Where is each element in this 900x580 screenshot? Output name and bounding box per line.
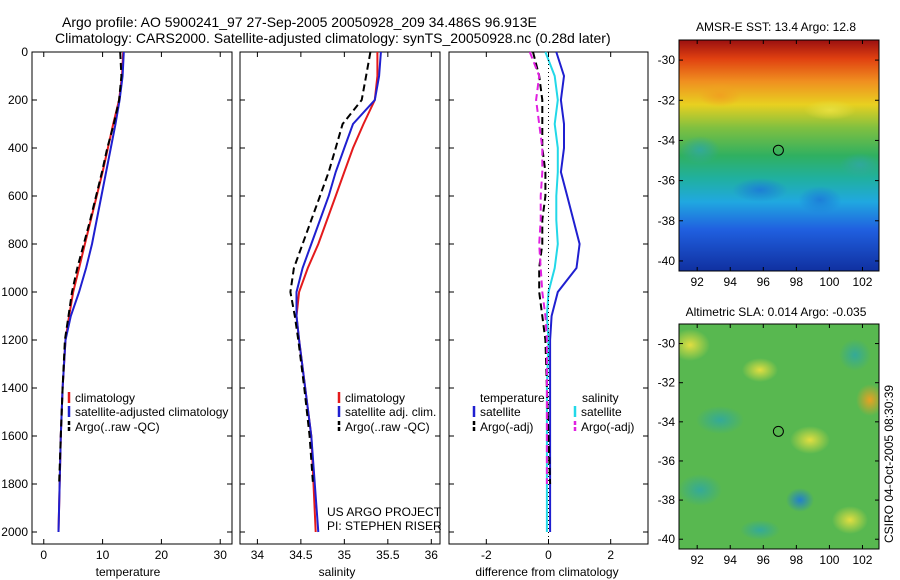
legend-label: Argo(-adj) xyxy=(581,420,634,434)
map-y-tick-label: -40 xyxy=(658,254,676,268)
legend-label: satellite xyxy=(480,405,521,419)
map-x-tick-label: 94 xyxy=(724,553,738,567)
temperature-panel: 0 10 20 30 0 200 400 600 800 1000 1200 1400 1600 1800… xyxy=(1,45,233,579)
legend-label: satellite xyxy=(581,405,622,419)
map-y-tick-label: -38 xyxy=(658,493,676,507)
legend-label: climatology xyxy=(75,391,135,405)
legend-title-temperature: temperature xyxy=(480,391,545,405)
sla-heatmap-image xyxy=(679,324,879,549)
temperature-xlabel: temperature xyxy=(96,565,161,579)
series-line-temperature-argo-adj- xyxy=(532,51,552,485)
series-line-climatology xyxy=(295,52,379,533)
x-tick-label: -2 xyxy=(481,548,492,562)
salinity-xlabel: salinity xyxy=(319,565,356,579)
y-tick-label: 600 xyxy=(8,189,28,203)
sst-map-title: AMSR-E SST: 13.4 Argo: 12.8 xyxy=(696,20,856,34)
map-y-tick-label: -34 xyxy=(658,133,676,147)
y-tick-label: 1400 xyxy=(1,381,28,395)
legend-label: satellite adj. clim. xyxy=(345,405,436,419)
map-x-tick-label: 98 xyxy=(790,553,804,567)
y-tick-label: 1200 xyxy=(1,333,28,347)
series-line-temperature-satellite xyxy=(549,51,581,532)
difference-panel: -2 0 2temperaturesatelliteArgo(-adj)salini… xyxy=(448,51,649,579)
series-line-satellite-adjusted-climatology xyxy=(57,51,125,533)
credits-line-2: PI: STEPHEN RISER xyxy=(327,519,442,533)
map-x-tick-label: 92 xyxy=(691,275,705,289)
watermark: CSIRO 04-Oct-2005 08:30:39 xyxy=(882,385,896,543)
x-tick-label: 10 xyxy=(96,548,110,562)
map-x-tick-label: 102 xyxy=(852,275,872,289)
map-x-tick-label: 98 xyxy=(790,275,804,289)
y-tick-label: 2000 xyxy=(1,525,28,539)
map-y-tick-label: -36 xyxy=(658,174,676,188)
y-tick-label: 0 xyxy=(21,45,28,59)
legend-label: Argo(..raw -QC) xyxy=(75,420,160,434)
map-x-tick-label: 96 xyxy=(757,275,771,289)
map-x-tick-label: 100 xyxy=(819,275,839,289)
x-tick-label: 34.5 xyxy=(289,548,313,562)
map-x-tick-label: 94 xyxy=(724,275,738,289)
x-tick-label: 20 xyxy=(155,548,169,562)
map-x-tick-label: 92 xyxy=(691,553,705,567)
legend-label: climatology xyxy=(345,391,405,405)
map-x-tick-label: 96 xyxy=(757,553,771,567)
temperature-axes-frame xyxy=(31,51,233,545)
x-tick-label: 0 xyxy=(40,548,47,562)
x-tick-label: 34 xyxy=(251,548,265,562)
map-x-tick-label: 100 xyxy=(819,553,839,567)
x-tick-label: 35 xyxy=(338,548,352,562)
difference-xlabel: difference from climatology xyxy=(475,565,618,579)
map-y-tick-label: -34 xyxy=(658,415,676,429)
y-tick-label: 1800 xyxy=(1,477,28,491)
y-tick-label: 1000 xyxy=(1,285,28,299)
series-line-argo-raw-qc- xyxy=(58,51,123,485)
credits-line-1: US ARGO PROJECT xyxy=(327,505,442,519)
argo-location-marker xyxy=(772,425,784,437)
sst-map-panel: AMSR-E SST: 13.4 Argo: 12.8 92 94 96 98 100 1… xyxy=(658,20,880,289)
sla-map-frame xyxy=(678,323,880,550)
map-y-tick-label: -30 xyxy=(658,337,676,351)
sst-map-frame xyxy=(678,39,880,272)
map-x-tick-label: 102 xyxy=(852,553,872,567)
argo-location-marker xyxy=(772,144,784,156)
series-line-satellite-adj-clim- xyxy=(295,51,382,533)
map-y-tick-label: -32 xyxy=(658,376,676,390)
map-y-tick-label: -30 xyxy=(658,53,676,67)
x-tick-label: 36 xyxy=(425,548,439,562)
sla-map-title: Altimetric SLA: 0.014 Argo: -0.035 xyxy=(686,305,867,319)
map-y-tick-label: -38 xyxy=(658,214,676,228)
salinity-axes-frame xyxy=(239,51,441,545)
series-line-argo-raw-qc- xyxy=(289,51,372,485)
map-y-tick-label: -36 xyxy=(658,454,676,468)
legend-label: Argo(-adj) xyxy=(480,420,533,434)
legend-label: satellite-adjusted climatology xyxy=(75,405,228,419)
series-line-salinity-argo-adj- xyxy=(528,51,548,484)
x-tick-label: 30 xyxy=(214,548,228,562)
sla-map-panel: Altimetric SLA: 0.014 Argo: -0.035 92 94 9… xyxy=(658,305,880,567)
y-tick-label: 1600 xyxy=(1,429,28,443)
x-tick-label: 2 xyxy=(607,548,614,562)
x-tick-label: 35.5 xyxy=(376,548,400,562)
header-line-1: Argo profile: AO 5900241_97 27-Sep-2005 … xyxy=(62,14,537,30)
map-y-tick-label: -32 xyxy=(658,93,676,107)
legend-label: Argo(..raw -QC) xyxy=(345,420,430,434)
y-tick-label: 400 xyxy=(8,141,28,155)
map-y-tick-label: -40 xyxy=(658,532,676,546)
legend-title-salinity: salinity xyxy=(582,391,619,405)
y-tick-label: 200 xyxy=(8,93,28,107)
x-tick-label: 0 xyxy=(545,548,552,562)
y-tick-label: 800 xyxy=(8,237,28,251)
header-line-2: Climatology: CARS2000. Satellite-adjuste… xyxy=(55,30,611,46)
